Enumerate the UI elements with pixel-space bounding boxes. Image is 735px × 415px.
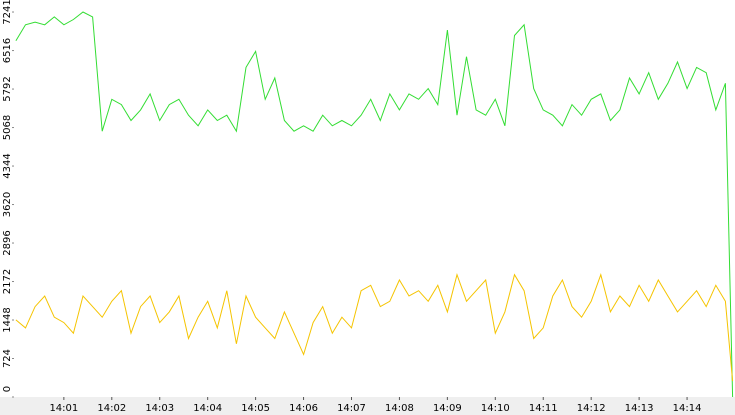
x-tick-label: 14:13 [625, 403, 654, 414]
x-tick-label: 14:01 [49, 403, 78, 414]
series-line [15, 272, 734, 382]
x-tick-label: 14:10 [481, 403, 510, 414]
x-tick-label: 14:14 [673, 403, 702, 414]
y-tick-label: 3620 [2, 192, 13, 217]
x-tick-label: 14:04 [193, 403, 222, 414]
x-tick-label: 14:12 [577, 403, 606, 414]
x-tick-label: 14:09 [433, 403, 462, 414]
y-tick-label: 4344 [2, 153, 13, 178]
x-axis-strip [0, 397, 735, 415]
y-tick-label: 2172 [2, 269, 13, 294]
y-tick-label: 7241 [2, 0, 13, 25]
y-tick-label: 2896 [2, 230, 13, 255]
x-tick-label: 14:06 [289, 403, 318, 414]
series-line [15, 11, 734, 398]
y-tick-label: 0 [2, 386, 13, 392]
x-tick-label: 14:11 [529, 403, 558, 414]
x-tick-label: 14:03 [145, 403, 174, 414]
y-tick-label: 724 [2, 349, 13, 368]
x-tick-label: 14:05 [241, 403, 270, 414]
y-tick-label: 1448 [2, 307, 13, 332]
x-tick-label: 14:02 [97, 403, 126, 414]
x-tick-label: 14:07 [337, 403, 366, 414]
x-tick-label: 14:08 [385, 403, 414, 414]
y-tick-label: 5792 [2, 76, 13, 101]
y-tick-label: 5068 [2, 115, 13, 140]
y-tick-label: 6516 [2, 38, 13, 63]
